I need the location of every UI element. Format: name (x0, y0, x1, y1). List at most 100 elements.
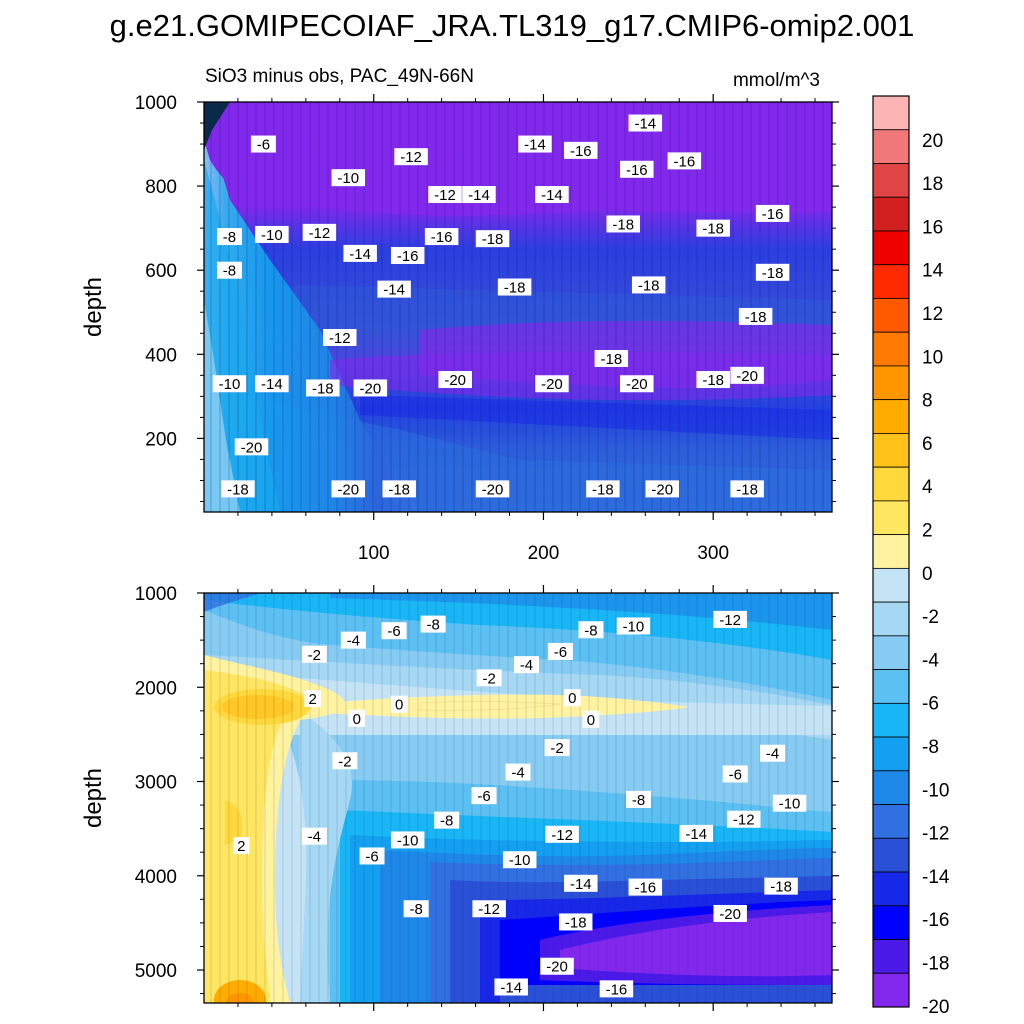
upper-xtick-label: 300 (697, 543, 729, 564)
upper-ytick-label: 200 (145, 429, 177, 450)
contour-label: -14 (494, 978, 528, 996)
contour-label: -20 (645, 480, 680, 498)
contour-label: -12 (394, 148, 428, 166)
svg-text:-10: -10 (779, 796, 801, 813)
colorbar-label: 8 (922, 391, 933, 412)
contour-label: -16 (755, 204, 790, 223)
colorbar-swatch (872, 635, 910, 670)
upper-ytick-label: 800 (145, 177, 177, 198)
svg-text:-20: -20 (651, 481, 673, 498)
upper-ytick-label: 400 (145, 345, 177, 366)
svg-text:-14: -14 (349, 246, 371, 263)
units-label: mmol/m^3 (733, 70, 820, 91)
colorbar-swatch (872, 736, 910, 772)
contour-label: -14 (255, 375, 289, 393)
contour-label: -20 (540, 957, 574, 976)
contour-label: -12 (545, 825, 579, 844)
colorbar-swatch (872, 331, 910, 367)
svg-text:-4: -4 (308, 829, 321, 846)
svg-text:-4: -4 (766, 746, 779, 763)
svg-text:-12: -12 (719, 612, 741, 629)
svg-text:-18: -18 (312, 380, 334, 397)
contour-label: -12 (302, 223, 337, 242)
svg-text:-2: -2 (338, 753, 351, 770)
upper-ytick-label: 600 (145, 261, 177, 282)
contour-label: -18 (558, 913, 593, 931)
svg-text:-20: -20 (541, 376, 563, 393)
upper-axis-ticks: 200 400 600 800 1000 100 200 300 (135, 93, 839, 564)
colorbar-label: 12 (922, 304, 943, 325)
svg-text:-18: -18 (504, 280, 526, 297)
contour-label: -18 (594, 350, 629, 368)
contour-label: -16 (599, 980, 634, 998)
colorbar-label: -16 (922, 910, 949, 931)
contour-label: -16 (620, 160, 654, 179)
svg-text:-20: -20 (444, 372, 466, 389)
svg-text:-8: -8 (584, 622, 597, 639)
contour-label: -10 (616, 617, 651, 635)
contour-label: -10 (390, 831, 425, 849)
colorbar-swatch (872, 433, 910, 468)
contour-label: -18 (696, 371, 730, 389)
contour-label: -4 (760, 744, 786, 763)
svg-text:-16: -16 (606, 981, 628, 998)
svg-text:-14: -14 (468, 187, 490, 204)
contour-label: -6 (381, 622, 407, 640)
lower-ytick-label: 4000 (135, 867, 177, 888)
svg-text:-4: -4 (347, 633, 360, 650)
svg-text:-20: -20 (719, 906, 741, 923)
svg-text:-18: -18 (745, 309, 767, 326)
contour-label: -18 (606, 215, 640, 233)
contour-label: -4 (340, 631, 366, 650)
svg-text:-14: -14 (685, 826, 707, 843)
contour-label: -18 (586, 480, 620, 498)
svg-text:-18: -18 (770, 879, 792, 896)
contour-label: -8 (216, 228, 242, 246)
contour-label: 2 (233, 837, 250, 855)
colorbar-label: -2 (922, 607, 939, 628)
contour-label: -6 (250, 135, 276, 154)
colorbar-swatch (872, 534, 910, 569)
colorbar-label: 20 (922, 131, 943, 152)
svg-text:-20: -20 (482, 481, 504, 498)
contour-label: -14 (535, 186, 569, 204)
contour-label: -20 (353, 379, 388, 397)
svg-text:-16: -16 (673, 153, 695, 170)
svg-text:-18: -18 (702, 372, 724, 389)
colorbar-label: -18 (922, 954, 949, 975)
colorbar-label: 2 (922, 521, 933, 542)
colorbar-label: -6 (922, 694, 939, 715)
contour-label: -12 (726, 810, 761, 829)
lower-ytick-label: 1000 (135, 584, 177, 605)
upper-xtick-label: 100 (358, 543, 390, 564)
svg-text:-8: -8 (426, 617, 439, 634)
colorbar-swatch (872, 196, 910, 232)
contour-label: -18 (382, 480, 416, 498)
svg-text:-10: -10 (623, 618, 645, 635)
svg-text:0: 0 (353, 711, 361, 728)
svg-text:-16: -16 (634, 880, 656, 897)
colorbar-swatch (872, 264, 910, 299)
contour-label: -20 (331, 480, 366, 498)
contour-label: -20 (475, 480, 510, 498)
svg-text:-12: -12 (478, 901, 500, 918)
svg-text:-14: -14 (634, 116, 656, 133)
contour-label: -14 (343, 244, 377, 263)
svg-text:-10: -10 (261, 227, 283, 244)
contour-label: -4 (513, 656, 539, 674)
svg-text:-14: -14 (383, 282, 405, 299)
upper-field (204, 102, 832, 512)
svg-text:-20: -20 (736, 368, 758, 385)
contour-label: -2 (476, 669, 502, 687)
svg-text:2: 2 (237, 838, 245, 855)
svg-text:-14: -14 (541, 187, 563, 204)
colorbar-swatch (872, 298, 910, 333)
contour-label: -12 (472, 900, 506, 918)
svg-text:-12: -12 (400, 149, 422, 166)
svg-text:-12: -12 (309, 225, 331, 242)
svg-text:2: 2 (308, 691, 316, 708)
svg-text:-6: -6 (365, 848, 378, 865)
svg-text:-2: -2 (550, 740, 563, 757)
colorbar: 20181614121086420-2-4-6-8-10-12-14-16-18… (872, 95, 950, 1018)
